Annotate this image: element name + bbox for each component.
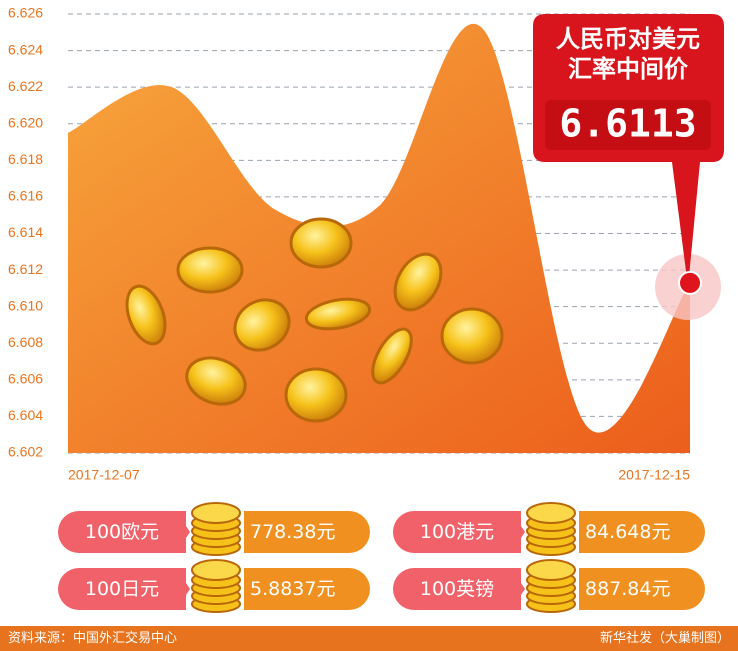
y-tick-label: 6.624	[8, 41, 43, 57]
coin	[286, 369, 346, 421]
coin	[291, 219, 351, 267]
rate-row: 100欧元 778.38元	[58, 511, 370, 553]
x-tick-label: 2017-12-07	[68, 467, 140, 483]
callout-title: 汇率中间价	[568, 55, 689, 83]
x-tick-label: 2017-12-15	[618, 467, 690, 483]
rate: 778.38元	[244, 511, 370, 553]
y-tick-label: 6.606	[8, 371, 43, 387]
y-tick-label: 6.626	[8, 5, 43, 21]
currency: 100日元	[58, 568, 186, 610]
currency: 100欧元	[58, 511, 186, 553]
currency: 100港元	[393, 511, 521, 553]
y-tick-label: 6.616	[8, 188, 43, 204]
currency: 100英镑	[393, 568, 521, 610]
rate-row: 100日元 5.8837元	[58, 568, 370, 610]
rate: 887.84元	[579, 568, 705, 610]
chart: 人民币对美元 汇率中间价 6.6113 6.602 6.604 6.606 6.608…	[0, 0, 738, 500]
y-tick-label: 6.622	[8, 78, 43, 94]
coin	[178, 248, 242, 292]
rate-row: 100英镑 887.84元	[393, 568, 705, 610]
credit: 新华社发（大巢制图）	[600, 626, 730, 651]
rate-row: 100港元 84.648元	[393, 511, 705, 553]
value-label: 6.6113	[559, 102, 696, 146]
rate: 5.8837元	[244, 568, 370, 610]
y-tick-label: 6.608	[8, 334, 43, 350]
callout-title: 人民币对美元	[556, 25, 700, 53]
y-tick-label: 6.614	[8, 224, 43, 240]
y-tick-label: 6.610	[8, 297, 43, 313]
footer: 资料来源：中国外汇交易中心 新华社发（大巢制图）	[0, 626, 738, 651]
coin-stack	[188, 497, 244, 559]
coin	[442, 309, 502, 363]
y-tick-label: 6.620	[8, 114, 43, 130]
highlight-point	[679, 272, 701, 294]
rate: 84.648元	[579, 511, 705, 553]
y-tick-label: 6.602	[8, 444, 43, 460]
page: 人民币对美元 汇率中间价 6.6113 6.602 6.604 6.606 6.608…	[0, 0, 738, 651]
coin-stack	[188, 554, 244, 616]
source: 资料来源：中国外汇交易中心	[8, 626, 177, 651]
y-tick-label: 6.618	[8, 151, 43, 167]
coin-stack	[523, 497, 579, 559]
callout: 人民币对美元 汇率中间价 6.6113	[533, 14, 724, 320]
coin-stack	[523, 554, 579, 616]
y-tick-label: 6.604	[8, 407, 43, 423]
y-tick-label: 6.612	[8, 261, 43, 277]
